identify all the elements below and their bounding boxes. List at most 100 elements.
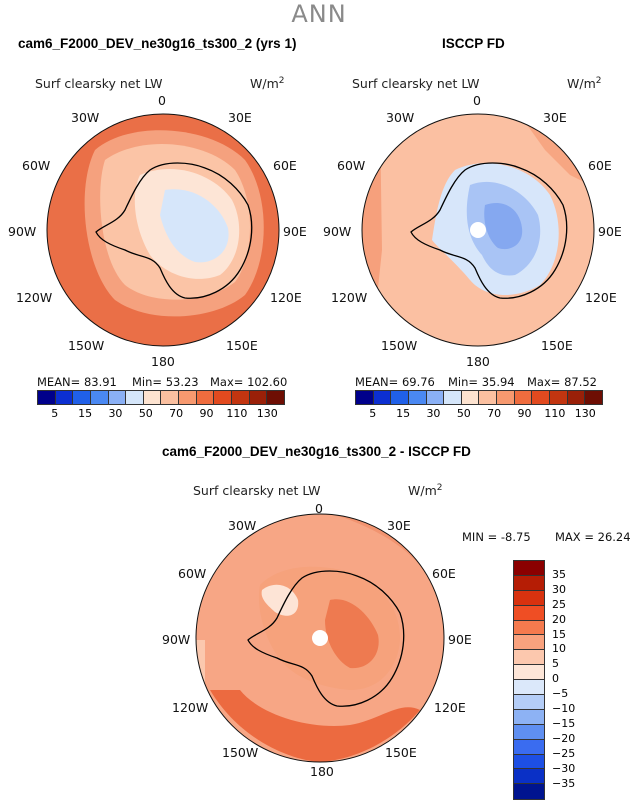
panel2-min: Min= 35.94 <box>448 375 515 389</box>
panel1-units: W/m2 <box>250 76 285 92</box>
colorbar-swatch <box>514 724 544 740</box>
colorbar-tick-label: 70 <box>169 407 184 420</box>
colorbar-tick-label: −30 <box>552 761 576 775</box>
panel2-colorbar: 5 15 30 50 70 90 110 130 <box>355 390 603 423</box>
panel1-mean: MEAN= 83.91 <box>37 375 117 389</box>
colorbar-swatch <box>514 650 544 666</box>
panel3-map <box>195 513 445 763</box>
colorbar-swatch <box>444 391 462 404</box>
colorbar-tick-label: 130 <box>574 407 596 420</box>
colorbar-tick-label: 110 <box>544 407 566 420</box>
colorbar-tick-label: 15 <box>396 407 411 420</box>
panel1-lon-180: 180 <box>151 354 175 369</box>
panel3-antarctica-coast <box>247 570 405 707</box>
panel2-lon-150e: 150E <box>541 338 573 353</box>
figure-suptitle: ANN <box>291 0 347 28</box>
panel3-max: MAX = 26.24 <box>555 530 631 544</box>
panel1-min: Min= 53.23 <box>132 375 199 389</box>
colorbar-swatch <box>514 590 544 606</box>
colorbar-swatch <box>232 391 250 404</box>
colorbar-swatch <box>514 695 544 710</box>
panel3-lon-150e: 150E <box>385 745 417 760</box>
panel3-lon-30e: 30E <box>387 518 411 533</box>
colorbar-swatch <box>179 391 197 404</box>
colorbar-tick-label: 5 <box>552 657 559 671</box>
panel1-variable: Surf clearsky net LW <box>35 76 163 91</box>
panel1-lon-120e: 120E <box>270 290 302 305</box>
panel2-map-border <box>361 113 595 347</box>
panel2-mean: MEAN= 69.76 <box>355 375 435 389</box>
colorbar-swatch <box>373 391 392 404</box>
panel3-zone-ice2 <box>325 599 379 669</box>
colorbar-swatch <box>126 391 144 404</box>
panel3-lon-120w: 120W <box>172 700 209 715</box>
panel2-map <box>361 113 595 347</box>
colorbar-tick-label: 5 <box>51 407 59 420</box>
colorbar-tick-label: 50 <box>456 407 471 420</box>
colorbar-swatch <box>356 391 374 404</box>
panel3-zone-pen <box>261 584 299 616</box>
colorbar-tick-label: 25 <box>552 597 566 611</box>
panel1-lon-90e: 90E <box>283 224 307 239</box>
panel3-lon-60e: 60E <box>432 566 456 581</box>
panel2-lon-60e: 60E <box>588 158 612 173</box>
colorbar-tick-label: −5 <box>552 687 569 701</box>
panel2-units: W/m2 <box>567 76 602 92</box>
colorbar-swatch <box>214 391 233 404</box>
colorbar-swatch <box>514 709 544 725</box>
panel3-lon-180: 180 <box>310 764 334 779</box>
colorbar-swatch <box>196 391 215 404</box>
colorbar-swatch <box>497 391 515 404</box>
panel1-colorbar-ticks: 5 15 30 50 70 90 110 130 <box>37 407 285 423</box>
panel1-lon-120w: 120W <box>16 290 53 305</box>
colorbar-swatch <box>55 391 74 404</box>
colorbar-swatch <box>108 391 127 404</box>
colorbar-tick-label: 90 <box>517 407 532 420</box>
colorbar-swatch <box>514 605 544 621</box>
panel2-lon-120w: 120W <box>331 290 368 305</box>
colorbar-swatch <box>408 391 427 404</box>
colorbar-swatch <box>550 391 568 404</box>
panel2-antarctica-coast <box>410 162 568 299</box>
panel1-map-border <box>46 113 280 347</box>
panel2-variable: Surf clearsky net LW <box>352 76 480 91</box>
panel2-lon-90w: 90W <box>323 224 352 239</box>
panel2-lon-150w: 150W <box>381 338 418 353</box>
colorbar-swatch <box>514 784 544 800</box>
colorbar-tick-label: −25 <box>552 746 576 760</box>
panel1-lon-30w: 30W <box>71 110 100 125</box>
colorbar-tick-label: −10 <box>552 702 576 715</box>
colorbar-swatch <box>514 739 544 755</box>
colorbar-swatch <box>73 391 91 404</box>
panel3-pole-mask <box>312 630 328 646</box>
panel1-lon-60w: 60W <box>22 158 51 173</box>
panel2-pole-mask <box>470 222 486 238</box>
colorbar-swatch <box>249 391 268 404</box>
panel2-title: ISCCP FD <box>442 36 505 51</box>
panel1-lon-90w: 90W <box>8 224 37 239</box>
colorbar-tick-label: 130 <box>256 407 278 420</box>
panel2-lon-0: 0 <box>473 93 481 108</box>
panel1-colorbar: 5 15 30 50 70 90 110 130 <box>37 390 285 423</box>
colorbar-swatch <box>514 635 544 651</box>
colorbar-swatch <box>585 391 602 404</box>
panel1-lon-60e: 60E <box>273 158 297 173</box>
colorbar-swatch <box>391 391 409 404</box>
colorbar-swatch <box>514 680 544 696</box>
panel3-min: MIN = -8.75 <box>462 530 531 544</box>
colorbar-tick-label: 10 <box>552 642 566 656</box>
colorbar-tick-label: 15 <box>78 407 93 420</box>
colorbar-tick-label: 30 <box>552 582 566 596</box>
colorbar-swatch <box>143 391 162 404</box>
panel3-lon-150w: 150W <box>222 745 259 760</box>
panel3-units: W/m2 <box>408 483 443 499</box>
panel1-title: cam6_F2000_DEV_ne30g16_ts300_2 (yrs 1) <box>18 36 297 51</box>
colorbar-swatch <box>161 391 180 404</box>
panel1-lon-0: 0 <box>158 93 166 108</box>
colorbar-swatch <box>90 391 109 404</box>
colorbar-swatch <box>479 391 498 404</box>
colorbar-swatch <box>514 391 533 404</box>
panel2-zone-ice3 <box>484 202 523 250</box>
colorbar-tick-label: 5 <box>369 407 377 420</box>
colorbar-swatch <box>461 391 480 404</box>
